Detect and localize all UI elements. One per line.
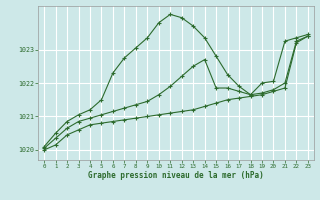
X-axis label: Graphe pression niveau de la mer (hPa): Graphe pression niveau de la mer (hPa)	[88, 171, 264, 180]
